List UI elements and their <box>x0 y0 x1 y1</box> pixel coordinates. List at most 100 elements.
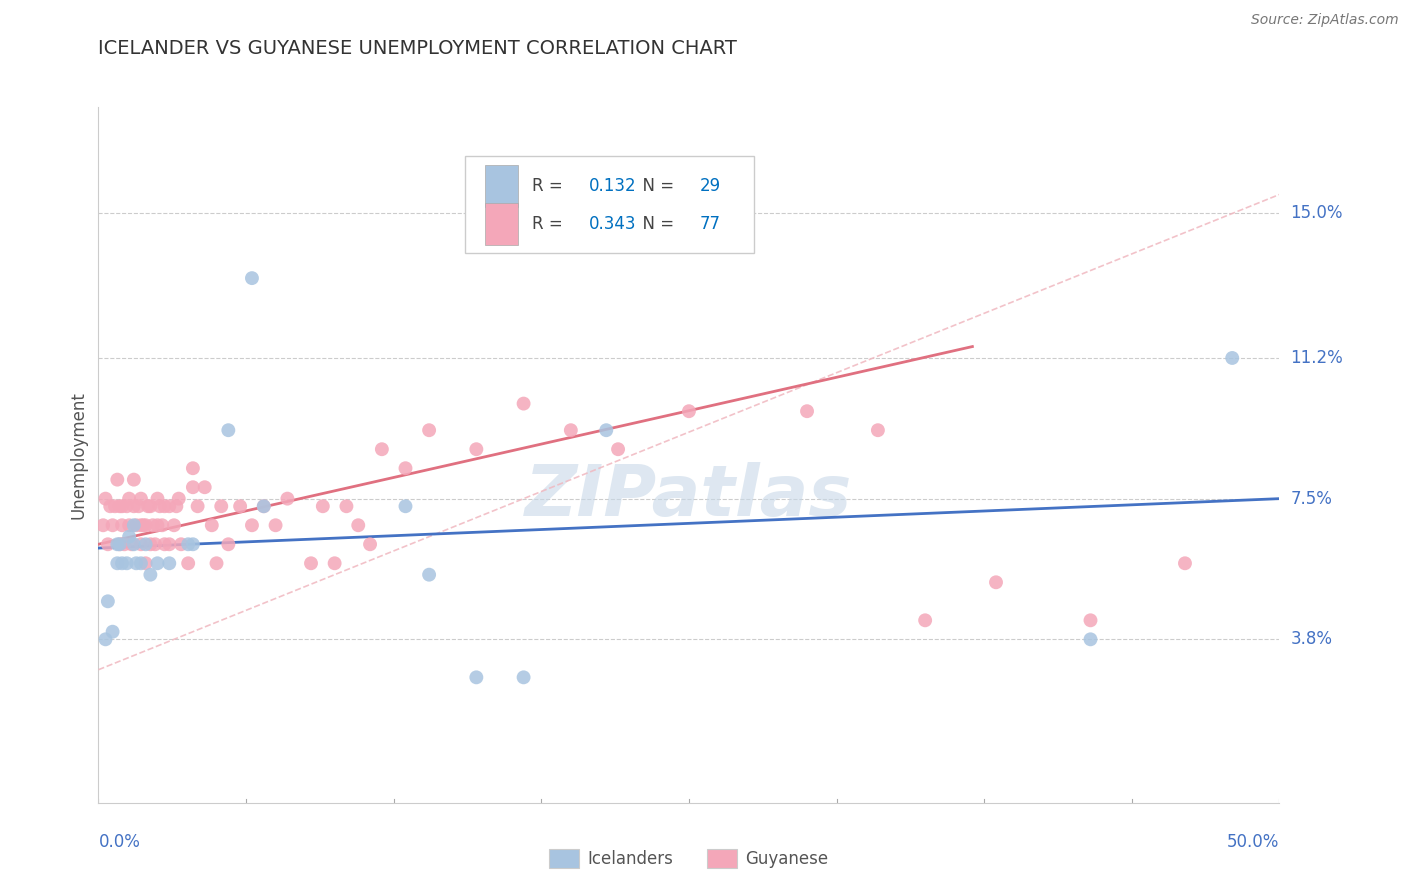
Point <box>135 518 157 533</box>
Point <box>177 537 200 551</box>
Point <box>253 500 276 514</box>
Point <box>121 537 143 551</box>
Point <box>394 461 416 475</box>
Point <box>153 500 176 514</box>
Point <box>104 500 127 514</box>
FancyBboxPatch shape <box>464 156 754 253</box>
Point <box>105 537 128 551</box>
Point <box>323 556 346 570</box>
Text: Source: ZipAtlas.com: Source: ZipAtlas.com <box>1251 13 1399 28</box>
Text: N =: N = <box>633 215 675 234</box>
Point <box>299 556 322 570</box>
Point <box>150 518 173 533</box>
Point <box>136 500 159 514</box>
Point <box>146 556 169 570</box>
Text: ICELANDER VS GUYANESE UNEMPLOYMENT CORRELATION CHART: ICELANDER VS GUYANESE UNEMPLOYMENT CORRE… <box>98 39 737 58</box>
Point <box>153 537 176 551</box>
Point <box>122 518 145 533</box>
Point <box>194 480 217 494</box>
Text: N =: N = <box>633 178 675 195</box>
Point <box>94 632 117 647</box>
Point <box>139 567 162 582</box>
Point <box>512 670 534 684</box>
Point <box>108 537 131 551</box>
Point <box>91 518 114 533</box>
Point <box>595 423 617 437</box>
Point <box>129 537 152 551</box>
Point <box>165 500 187 514</box>
Point <box>240 518 263 533</box>
Point <box>157 500 180 514</box>
Point <box>984 575 1007 590</box>
Text: R =: R = <box>531 178 562 195</box>
Point <box>229 500 252 514</box>
Point <box>128 500 150 514</box>
Point <box>118 518 141 533</box>
Point <box>560 423 582 437</box>
Point <box>125 518 148 533</box>
Point <box>146 491 169 506</box>
Point <box>146 518 169 533</box>
Point <box>465 442 488 457</box>
Point <box>167 491 190 506</box>
Y-axis label: Unemployment: Unemployment <box>69 391 87 519</box>
Text: 7.5%: 7.5% <box>1291 490 1333 508</box>
Point <box>914 613 936 627</box>
Point <box>111 518 134 533</box>
FancyBboxPatch shape <box>485 203 517 245</box>
Point <box>122 473 145 487</box>
Text: 15.0%: 15.0% <box>1291 204 1343 222</box>
Point <box>125 556 148 570</box>
Point <box>111 556 134 570</box>
Point <box>335 500 357 514</box>
Text: 0.0%: 0.0% <box>98 833 141 851</box>
Point <box>205 556 228 570</box>
Point <box>129 518 152 533</box>
Point <box>149 500 172 514</box>
Point <box>111 500 134 514</box>
Point <box>170 537 193 551</box>
Point <box>139 537 162 551</box>
Point <box>157 537 180 551</box>
Point <box>1080 613 1102 627</box>
Text: R =: R = <box>531 215 562 234</box>
Point <box>143 537 166 551</box>
Point <box>607 442 630 457</box>
Point <box>115 500 138 514</box>
Point <box>129 491 152 506</box>
Point <box>796 404 818 418</box>
Point <box>101 518 124 533</box>
Text: 50.0%: 50.0% <box>1227 833 1279 851</box>
Point <box>98 500 121 514</box>
Point <box>97 594 120 608</box>
Point <box>394 500 416 514</box>
Point <box>217 537 239 551</box>
Point <box>276 491 298 506</box>
Point <box>209 500 232 514</box>
Point <box>97 537 120 551</box>
Text: 29: 29 <box>700 178 721 195</box>
Point <box>132 518 155 533</box>
Point <box>371 442 394 457</box>
Point <box>101 624 124 639</box>
Point <box>465 670 488 684</box>
Point <box>108 537 131 551</box>
Point <box>187 500 209 514</box>
Point <box>105 473 128 487</box>
Point <box>181 537 204 551</box>
Point <box>118 491 141 506</box>
Text: 77: 77 <box>700 215 720 234</box>
Point <box>678 404 700 418</box>
Point <box>240 271 263 285</box>
Point <box>139 500 162 514</box>
Point <box>347 518 370 533</box>
Text: 11.2%: 11.2% <box>1291 349 1343 367</box>
Point <box>512 396 534 410</box>
Point <box>201 518 224 533</box>
Point <box>1174 556 1197 570</box>
Point <box>112 537 135 551</box>
Point <box>142 518 165 533</box>
Point <box>105 556 128 570</box>
Point <box>1220 351 1243 365</box>
Text: 0.132: 0.132 <box>589 178 636 195</box>
